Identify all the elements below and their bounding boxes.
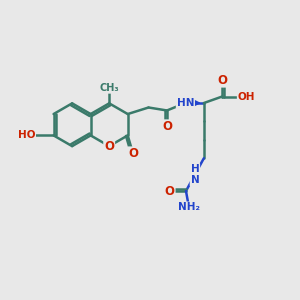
Text: O: O [104, 140, 114, 153]
Text: HN: HN [177, 98, 194, 108]
Text: O: O [128, 147, 138, 161]
Text: OH: OH [238, 92, 255, 101]
Text: HO: HO [18, 130, 35, 140]
Text: CH₃: CH₃ [99, 83, 119, 93]
Text: O: O [162, 120, 172, 133]
Text: O: O [217, 74, 227, 87]
Text: NH₂: NH₂ [178, 202, 200, 212]
Text: O: O [165, 184, 175, 197]
Text: H
N: H N [190, 164, 199, 185]
